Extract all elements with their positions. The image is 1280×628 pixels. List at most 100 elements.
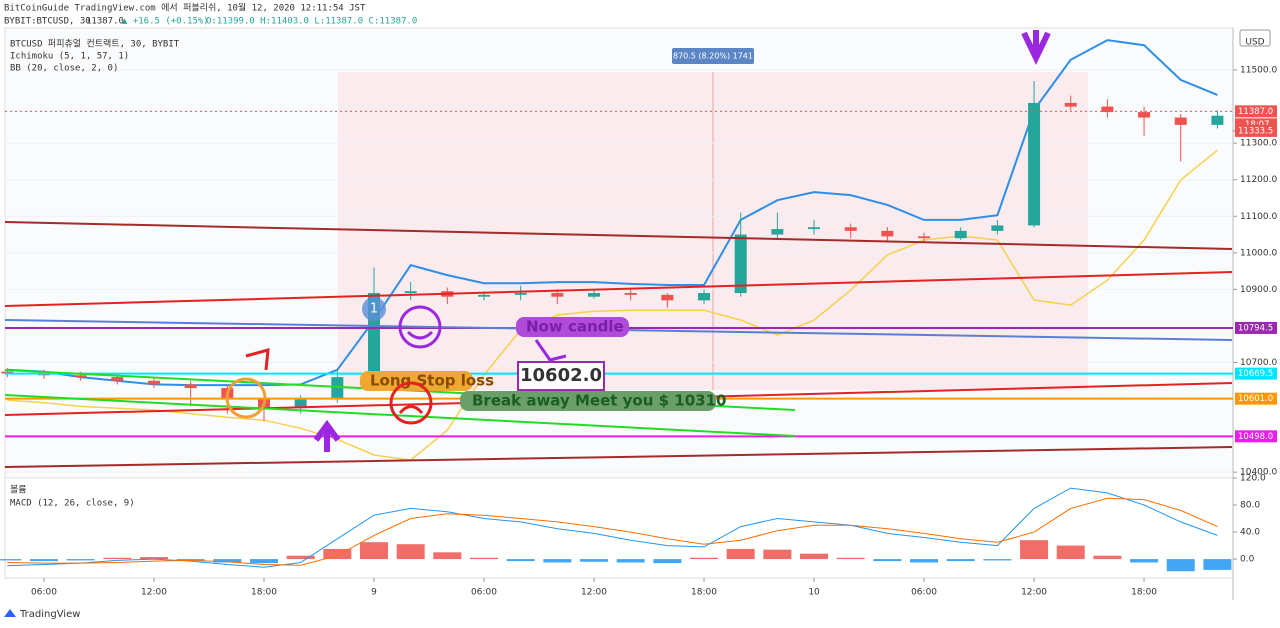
candle-body	[881, 230, 894, 237]
y-tick-label: 11500.0	[1240, 66, 1277, 76]
level-label: 10669.5	[1238, 369, 1273, 379]
measure-label: 870.5 (8.20%) 1741	[673, 52, 753, 61]
x-tick-label: 06:00	[31, 588, 57, 598]
candle-body	[1138, 112, 1151, 118]
legend-indicator: Ichimoku (5, 1, 57, 1)	[10, 52, 129, 62]
candle-body	[294, 399, 307, 409]
candle-body	[111, 377, 124, 381]
histogram-bar	[506, 559, 535, 562]
candle-body	[184, 384, 197, 389]
candle-body	[147, 380, 160, 385]
y-tick-label: 11100.0	[1240, 212, 1277, 222]
y-tick-label: 11200.0	[1240, 175, 1277, 185]
level-label: 10601.0	[1238, 394, 1273, 404]
histogram-bar	[213, 559, 242, 563]
ohlc: O:11399.0 H:11403.0 L:11387.0 C:11387.0	[206, 17, 417, 27]
shoe-icon	[245, 347, 270, 371]
histogram-bar	[433, 552, 462, 560]
candle-body	[991, 225, 1004, 231]
histogram-bar	[470, 557, 499, 560]
y-tick-label: 120.0	[1240, 474, 1266, 484]
histogram-bar	[360, 542, 388, 560]
icons	[225, 30, 1051, 452]
break-away: Break away Meet you $ 10310	[472, 392, 726, 410]
candle-body	[698, 293, 711, 301]
candle-body	[1211, 115, 1224, 125]
histogram-bar	[29, 559, 58, 562]
histogram-bar	[1093, 555, 1122, 560]
histogram-bar	[103, 557, 132, 560]
level-badge	[1235, 367, 1277, 380]
candle-body	[1, 371, 14, 374]
candle-body	[918, 236, 931, 239]
candle-body	[1028, 102, 1041, 226]
histogram-bar	[616, 559, 645, 563]
histogram-bar	[910, 559, 939, 563]
y-tick-label: 10700.0	[1240, 358, 1277, 368]
down-arrow	[1021, 30, 1051, 65]
histogram-bar	[653, 559, 682, 564]
level-badge	[1235, 392, 1277, 405]
x-tick-label: 10	[808, 588, 820, 598]
histogram-bar	[873, 559, 902, 562]
candle-body	[74, 375, 87, 378]
countdown: 18:07	[1245, 120, 1270, 130]
symbol: BYBIT:BTCUSD, 30	[4, 17, 91, 27]
callout	[516, 317, 629, 337]
histogram-bar	[1203, 559, 1232, 570]
bb-lower	[7, 149, 1218, 461]
countdown-badge	[1235, 118, 1277, 131]
marker-label: 1	[370, 302, 378, 317]
histogram-bar	[800, 553, 829, 560]
smile-icon	[398, 305, 442, 349]
trend-line	[4, 394, 796, 437]
legend-indicator: BB (20, close, 2, 0)	[10, 64, 118, 74]
y-tick-label: 10400.0	[1240, 468, 1277, 478]
x-tick-label: 18:00	[691, 588, 717, 598]
change: ▲ +16.5 (+0.15%)	[122, 17, 209, 27]
y-tick-label: 40.0	[1240, 528, 1260, 538]
histogram-bar	[726, 548, 755, 560]
axis-unit: USD	[1245, 38, 1264, 48]
publisher: BitCoinGuide TradingView.com 에서 퍼블리쉬, 10…	[4, 2, 366, 14]
sad-mouth	[398, 405, 424, 415]
smile-mouth	[406, 330, 434, 340]
macd-pane	[4, 477, 1234, 579]
bb-upper	[7, 39, 1218, 387]
histogram-bar	[580, 559, 609, 562]
histogram-bar	[286, 555, 315, 560]
y-tick-label: 11000.0	[1240, 248, 1277, 258]
level-label: 11387.0	[1238, 107, 1273, 117]
marker	[362, 297, 386, 321]
histogram-bar	[139, 557, 168, 560]
price-box	[517, 361, 605, 391]
stop-loss: Long Stop loss	[370, 372, 494, 390]
histogram-bar	[543, 559, 572, 563]
trend-line	[4, 446, 1233, 468]
candle-body	[661, 294, 674, 301]
y-tick-label: 0.0	[1240, 555, 1255, 565]
brand: TradingView	[19, 609, 80, 620]
logo	[4, 609, 16, 617]
histogram-bar	[0, 559, 22, 561]
level-label: 10498.0	[1238, 432, 1273, 442]
candle-body	[771, 229, 784, 235]
histogram-bar	[249, 559, 278, 564]
x-tick-label: 9	[371, 588, 377, 598]
macd-title: MACD (12, 26, close, 9)	[10, 499, 135, 509]
x-tick-label: 06:00	[471, 588, 497, 598]
candle-body	[1064, 102, 1077, 107]
candle-body	[588, 293, 601, 297]
x-tick-label: 12:00	[1021, 588, 1047, 598]
sad-icon	[389, 381, 433, 425]
x-tick-label: 18:00	[1131, 588, 1157, 598]
x-tick-label: 18:00	[251, 588, 277, 598]
histogram-bar	[1166, 559, 1195, 572]
candle-body	[1101, 106, 1114, 113]
histogram-bar	[1056, 545, 1085, 560]
candle-body	[734, 234, 747, 294]
last-price: 11387.0	[86, 17, 124, 27]
callout	[360, 371, 473, 391]
x-tick-label: 12:00	[141, 588, 167, 598]
y-tick-label: 80.0	[1240, 501, 1260, 511]
